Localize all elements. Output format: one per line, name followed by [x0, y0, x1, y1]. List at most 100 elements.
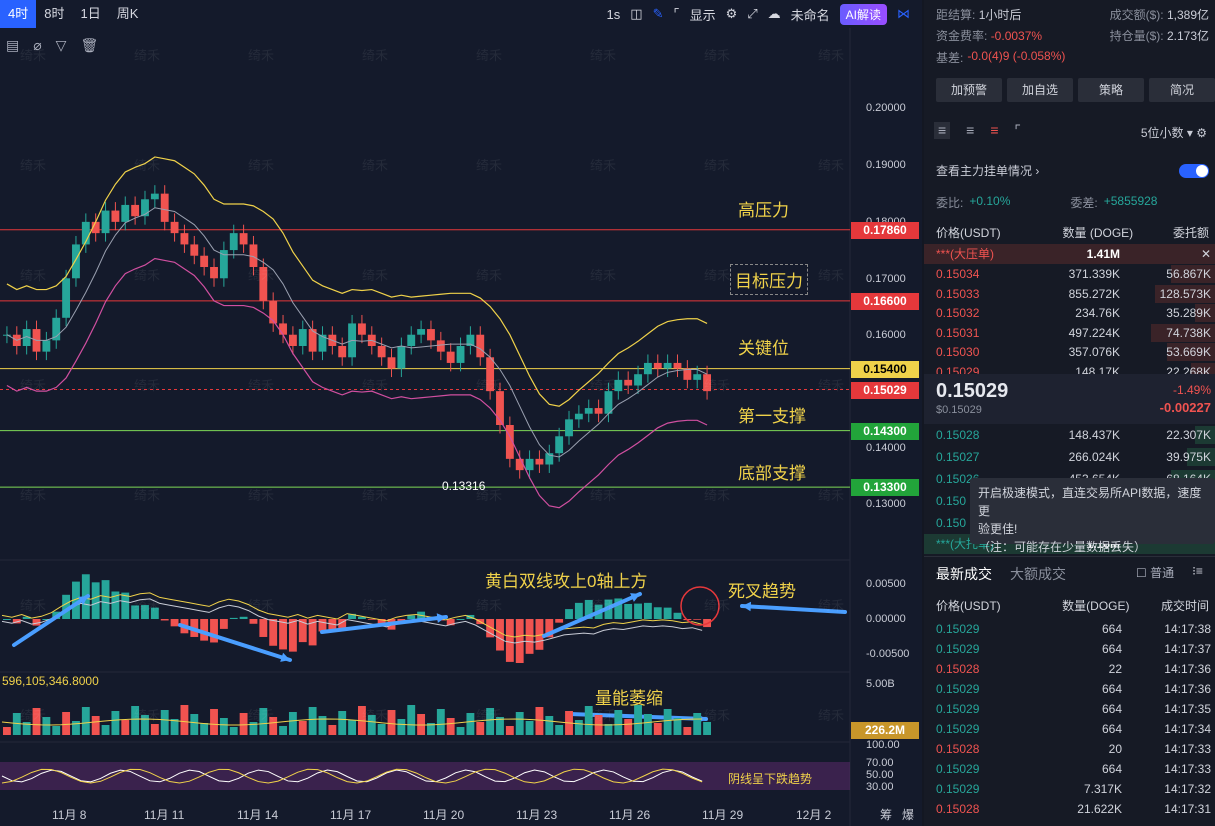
depth-icon[interactable]: ⌜: [1014, 122, 1022, 138]
liquidation-icon[interactable]: 爆: [902, 808, 915, 822]
volume-bar: [131, 706, 140, 735]
add-alert-button[interactable]: 加预警: [936, 78, 1002, 102]
tab-latest-trades[interactable]: 最新成交: [936, 566, 992, 582]
timeframe-4h[interactable]: 4时: [0, 0, 37, 28]
bids-only-icon[interactable]: ≡: [966, 122, 975, 138]
trend-arrow-head: [742, 601, 752, 612]
close-icon[interactable]: ✕: [1200, 247, 1211, 261]
watermark: 绮禾: [590, 709, 616, 724]
volume-bar: [42, 717, 51, 735]
ask-price: 0.15032: [936, 306, 980, 320]
volume-bar: [614, 710, 623, 735]
bid-row[interactable]: 0.150: [924, 513, 1215, 533]
macd-histogram-bar: [614, 598, 623, 619]
macd-histogram-bar: [446, 619, 455, 626]
candle-body: [269, 300, 278, 324]
note-icon[interactable]: ▤: [6, 36, 20, 53]
col-total[interactable]: 委托额: [1172, 226, 1209, 240]
magnet-icon[interactable]: ⌀: [33, 36, 42, 53]
ask-row[interactable]: 0.15030 357.076K 53.669K: [924, 342, 1215, 362]
both-sides-icon[interactable]: ≡: [934, 122, 951, 139]
settings-icon[interactable]: ⚙: [725, 6, 738, 21]
strategy-button[interactable]: 策略: [1078, 78, 1144, 102]
timeframe-1d[interactable]: 1日: [80, 6, 101, 21]
watermark: 绮禾: [134, 379, 160, 394]
candle-body: [466, 334, 475, 346]
chart-area[interactable]: 4时 8时 1日 周K 1s ◫ ✎ ⌜ 显示 ⚙ ⤢ ☁ 未命名 AI解读 ⋈…: [0, 0, 922, 826]
volume-bar: [200, 723, 209, 735]
macd-histogram-bar: [486, 619, 495, 638]
trash-icon[interactable]: 🗑: [80, 36, 99, 53]
trade-qty: 20: [1108, 742, 1122, 756]
add-watchlist-button[interactable]: 加自选: [1007, 78, 1073, 102]
ask-row[interactable]: 0.15032 234.76K 35.289K: [924, 303, 1215, 323]
macd-histogram-bar: [121, 592, 130, 619]
candle-body: [476, 334, 485, 358]
pencil-icon[interactable]: ✎: [652, 6, 664, 21]
tooltip-line: 开启极速模式，直连交易所API数据，速度更: [978, 486, 1202, 518]
decimals-select[interactable]: 5位小数 ▾ ⚙: [1140, 126, 1207, 140]
trade-qty: 664: [1101, 682, 1122, 696]
bid-row[interactable]: 0.15028 148.437K 22.307K: [924, 425, 1215, 445]
candle-body: [614, 379, 623, 392]
big-ask-row[interactable]: ***(大压单) 1.41M ✕: [924, 244, 1215, 264]
chips-icon[interactable]: 筹: [880, 808, 893, 822]
camera-icon[interactable]: ◫: [630, 6, 643, 21]
main-orders-link[interactable]: 查看主力挂单情况 ›: [936, 164, 1040, 178]
rsi-tick: 100.00: [866, 739, 900, 751]
candle-body: [358, 323, 366, 335]
macd-tick: -0.00500: [866, 648, 910, 660]
main-orders-toggle[interactable]: [1179, 164, 1209, 178]
volume-bar: [427, 723, 435, 735]
candle-body: [486, 357, 495, 392]
watermark: 绮禾: [818, 269, 844, 284]
share-icon[interactable]: ⋈: [897, 6, 910, 21]
macd-histogram-bar: [663, 607, 672, 619]
candle-body: [298, 329, 307, 346]
filter-icon[interactable]: ▽: [55, 36, 67, 53]
bid-qty: 148.437K: [1068, 428, 1120, 442]
funding-value: -0.0037%: [990, 29, 1043, 43]
candle-body: [219, 250, 228, 279]
watermark: 绮禾: [818, 49, 844, 64]
timeframe-8h[interactable]: 8时: [44, 6, 65, 21]
candle-body: [387, 357, 396, 369]
crop-icon[interactable]: ⌜: [673, 6, 680, 21]
normal-checkbox[interactable]: ☐ 普通: [1136, 566, 1175, 580]
candle-body: [574, 413, 583, 420]
y-tick: 0.19000: [866, 159, 906, 171]
trade-col-qty[interactable]: 数量(DOGE): [1062, 599, 1130, 613]
list-settings-icon[interactable]: ⁝≡: [1192, 564, 1203, 578]
trade-row: 0.15028 20 14:17:33: [924, 739, 1215, 759]
bid-row[interactable]: 0.150: [924, 491, 1215, 511]
trend-arrow-head: [630, 593, 640, 602]
candle-body: [624, 379, 633, 386]
overview-button[interactable]: 简况: [1149, 78, 1215, 102]
candle-body: [308, 329, 317, 352]
seconds-button[interactable]: 1s: [606, 6, 621, 22]
col-qty[interactable]: 数量 (DOGE): [1062, 226, 1134, 240]
asks-only-icon[interactable]: ≡: [990, 122, 999, 138]
price-tag-current: 0.15029: [851, 382, 919, 399]
rsi-note: 阴线呈下跌趋势: [728, 772, 813, 786]
volume-bar: [693, 713, 702, 735]
bid-price: 0.15026: [936, 472, 980, 486]
ask-row[interactable]: 0.15033 855.272K 128.573K: [924, 284, 1215, 304]
candle-body: [101, 210, 110, 234]
ask-row[interactable]: 0.15031 497.224K 74.738K: [924, 323, 1215, 343]
ask-row[interactable]: 0.15034 371.339K 56.867K: [924, 264, 1215, 284]
cloud-icon[interactable]: ☁: [767, 6, 781, 21]
tab-large-trades[interactable]: 大额成交: [1010, 566, 1066, 582]
volume-bar: [515, 712, 524, 735]
macd-histogram-bar: [269, 619, 278, 646]
bid-row[interactable]: 0.15027 266.024K 39.975K: [924, 447, 1215, 467]
fullscreen-icon[interactable]: ⤢: [747, 6, 758, 21]
macd-histogram-bar: [160, 619, 169, 621]
layout-name[interactable]: 未命名: [790, 7, 830, 23]
macd-histogram-bar: [624, 603, 633, 619]
display-button[interactable]: 显示: [689, 7, 716, 23]
timeframe-1w[interactable]: 周K: [116, 6, 139, 21]
macd-histogram-bar: [42, 619, 51, 620]
ai-interpret-button[interactable]: AI解读: [839, 3, 887, 25]
